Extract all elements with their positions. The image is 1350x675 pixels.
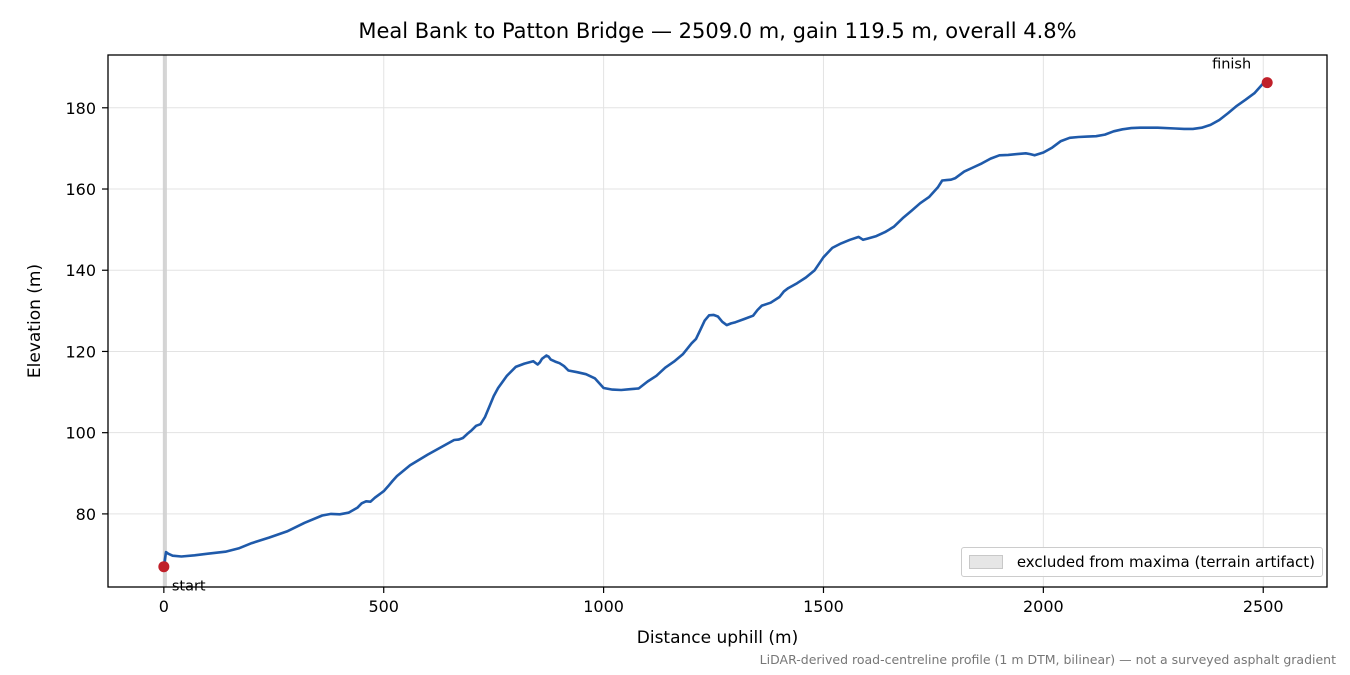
x-tick-label: 1000 bbox=[583, 597, 624, 616]
y-tick-label: 140 bbox=[65, 261, 96, 280]
x-tick-label: 500 bbox=[368, 597, 399, 616]
y-tick-label: 160 bbox=[65, 180, 96, 199]
x-tick-label: 0 bbox=[159, 597, 169, 616]
y-tick-label: 120 bbox=[65, 342, 96, 361]
elevation-line bbox=[162, 81, 1269, 568]
y-tick-label: 100 bbox=[65, 424, 96, 443]
legend: excluded from maxima (terrain artifact) bbox=[960, 547, 1323, 577]
x-axis-label: Distance uphill (m) bbox=[636, 628, 799, 648]
start-label: start bbox=[172, 579, 206, 595]
plot-frame bbox=[107, 54, 1328, 588]
start-marker bbox=[158, 561, 170, 573]
legend-label: excluded from maxima (terrain artifact) bbox=[1016, 553, 1315, 571]
y-tick-label: 80 bbox=[76, 505, 96, 524]
y-axis-label: Elevation (m) bbox=[25, 263, 45, 379]
chart-title: Meal Bank to Patton Bridge — 2509.0 m, g… bbox=[358, 19, 1077, 43]
finish-marker bbox=[1261, 77, 1273, 89]
excluded-band bbox=[162, 55, 167, 587]
x-tick-label: 1500 bbox=[803, 597, 844, 616]
footnote: LiDAR-derived road-centreline profile (1… bbox=[759, 652, 1336, 667]
finish-label: finish bbox=[1212, 57, 1251, 73]
legend-swatch bbox=[968, 555, 1003, 569]
x-tick-label: 2500 bbox=[1243, 597, 1284, 616]
x-tick-label: 2000 bbox=[1023, 597, 1064, 616]
y-tick-label: 180 bbox=[65, 99, 96, 118]
